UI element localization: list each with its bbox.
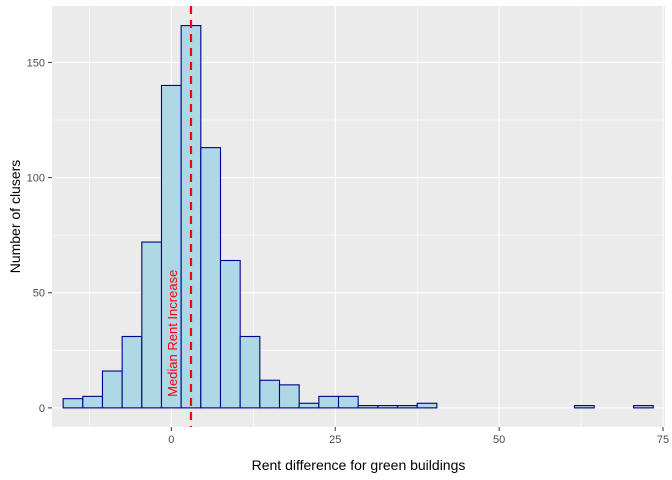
x-tick-label: 25 — [329, 434, 341, 446]
x-tick-label: 50 — [493, 434, 505, 446]
y-axis-title: Number of clusers — [7, 160, 23, 274]
histogram-bar — [377, 405, 399, 409]
histogram-bar — [396, 405, 418, 409]
x-axis: 0 25 50 75 — [168, 427, 669, 446]
y-tick-label: 100 — [27, 173, 45, 185]
histogram-bar — [101, 370, 123, 409]
histogram-bar — [141, 241, 163, 409]
histogram-bar — [259, 379, 281, 409]
histogram-bar — [632, 405, 654, 409]
y-tick-label: 0 — [39, 403, 45, 415]
y-axis: 0 50 100 150 — [27, 57, 52, 415]
histogram-bar — [318, 395, 340, 409]
histogram-bar — [337, 395, 359, 409]
median-rent-increase-label: Median Rent Increase — [165, 270, 180, 397]
histogram-bar — [278, 384, 300, 409]
y-tick-label: 50 — [33, 288, 45, 300]
x-axis-title: Rent difference for green buildings — [252, 457, 466, 473]
y-tick-label: 150 — [27, 57, 45, 69]
histogram-bar — [62, 398, 84, 409]
x-tick-label: 75 — [657, 434, 669, 446]
histogram-bar — [298, 402, 320, 409]
histogram-bar — [200, 147, 222, 409]
reference-line-group: Median Rent Increase — [165, 6, 193, 427]
histogram-bar — [357, 405, 379, 409]
histogram-bar — [573, 405, 595, 409]
histogram-bar — [82, 395, 104, 409]
histogram-bar — [416, 402, 438, 409]
histogram-bar — [121, 335, 143, 409]
x-tick-label: 0 — [168, 434, 174, 446]
grid-lines — [52, 6, 665, 427]
histogram-bar — [219, 259, 241, 409]
histogram-bar — [239, 335, 261, 409]
